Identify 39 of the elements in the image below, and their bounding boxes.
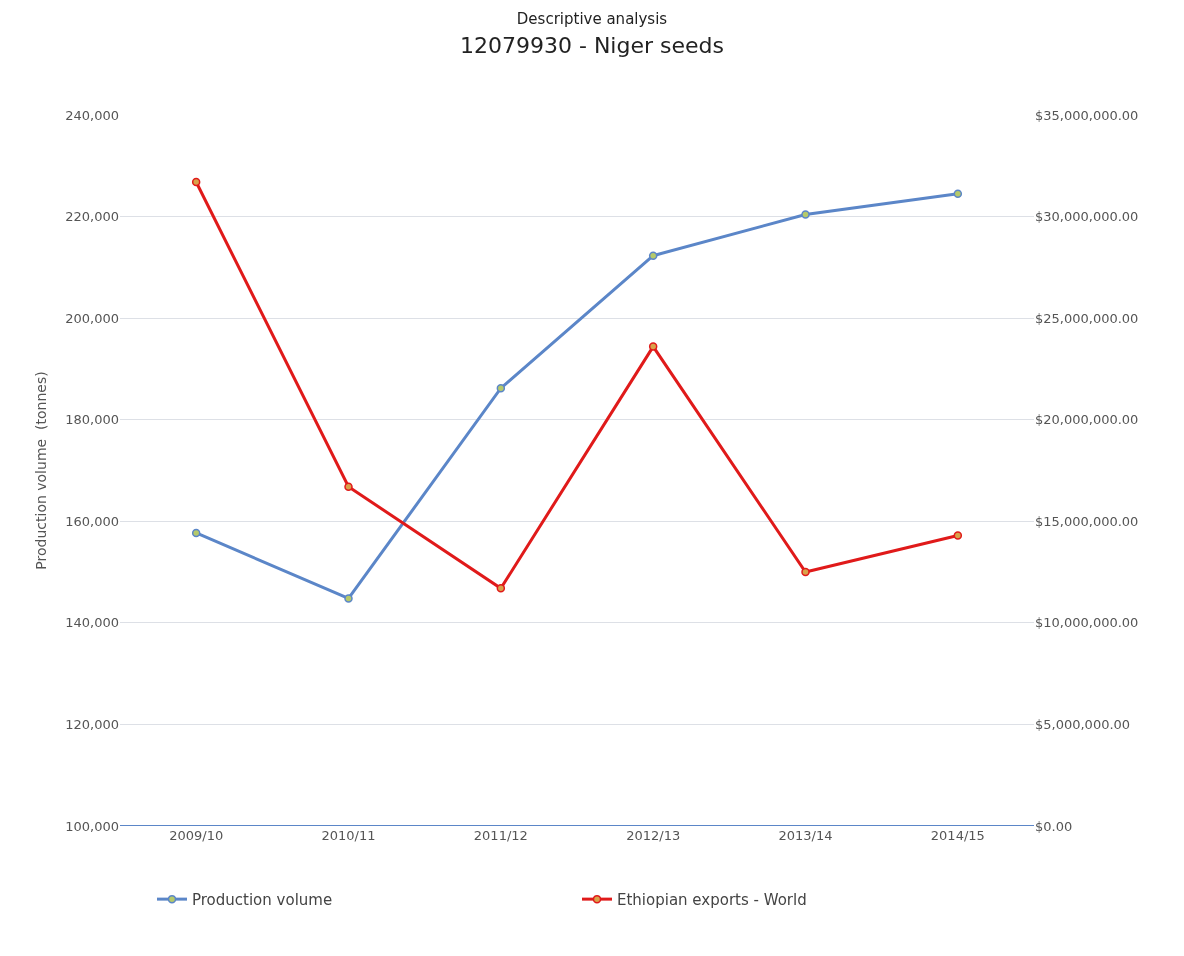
x-tick-label: 2013/14 [778,828,833,843]
point [496,584,506,593]
legend-label: Ethiopian exports - World [617,890,807,909]
point [801,210,810,219]
y-tick-label: 140,000 [65,615,119,631]
y-tick-label: 220,000 [65,209,119,225]
point [801,567,810,577]
point [344,482,353,491]
point [953,189,963,198]
y2-tick-label: $30,000,000.00 [1035,209,1139,225]
x-tick-label: 2010/11 [321,828,376,843]
y2-tick-label: $15,000,000.00 [1035,513,1139,529]
y2-tick-label: $25,000,000.00 [1035,310,1139,326]
point [953,531,963,540]
x-tick-label: 2014/15 [930,828,985,843]
y2-tick-label: $5,000,000.00 [1035,716,1131,732]
y-axis-title: Production volume (tonnes) [32,371,49,570]
point [648,251,658,260]
y-tick-label: 200,000 [65,310,119,326]
point [191,528,201,538]
x-tick-label: 2012/13 [626,828,681,843]
y2-tick-label: $0.00 [1035,818,1073,834]
x-tick-label: 2009/10 [169,828,224,843]
legend-label: Production volume [192,890,333,909]
y-tick-label: 240,000 [65,107,119,123]
chart-title: 12079930 - Niger seeds [460,32,724,58]
y2-tick-label: $20,000,000.00 [1035,412,1139,428]
y-tick-label: 120,000 [65,716,119,732]
y2-tick-label: $35,000,000.00 [1035,107,1139,123]
chart-subtitle: Descriptive analysis [516,9,668,28]
point [648,342,658,351]
y-tick-label: 100,000 [65,818,119,834]
y2-tick-label: $10,000,000.00 [1035,615,1139,631]
point [496,383,506,393]
point [344,594,353,603]
y-tick-label: 160,000 [65,513,119,529]
y-tick-label: 180,000 [65,412,119,428]
point [191,177,201,187]
x-tick-label: 2011/12 [473,828,528,843]
